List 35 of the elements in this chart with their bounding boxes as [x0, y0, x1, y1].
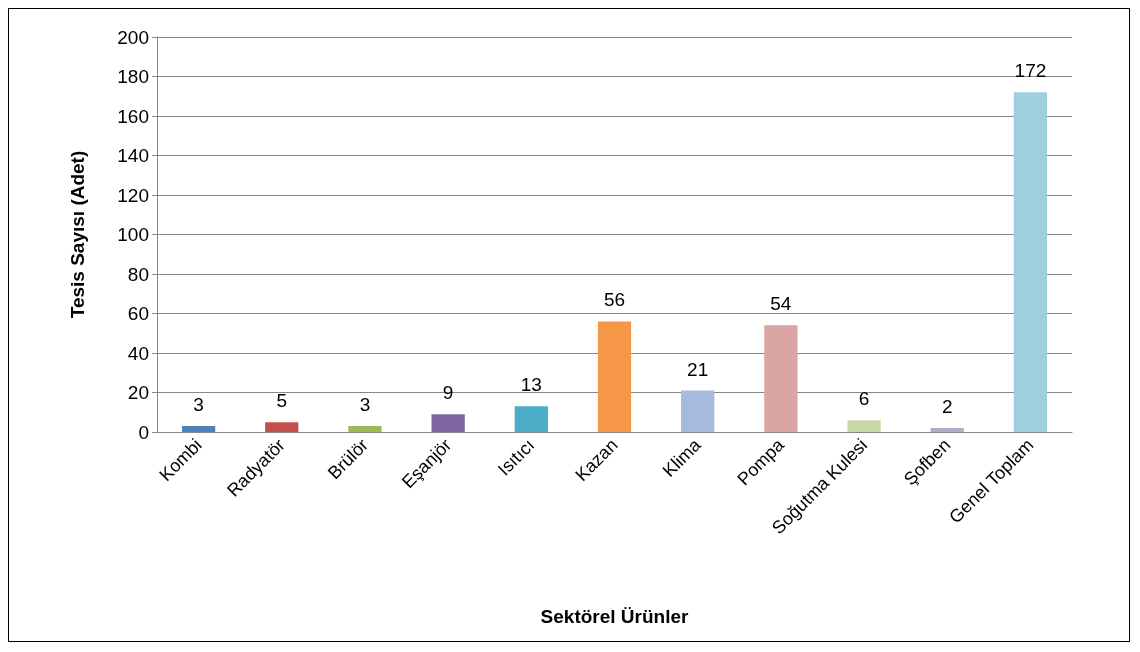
- bar: [348, 426, 382, 432]
- bar: [181, 426, 216, 432]
- bar: [681, 390, 715, 432]
- y-axis-title: Tesis Sayısı (Adet): [67, 150, 88, 319]
- data-label: 172: [1014, 60, 1047, 82]
- y-tick-label: 60: [127, 303, 149, 324]
- data-label: 21: [687, 358, 709, 380]
- data-label: 6: [858, 388, 870, 410]
- bar: [1013, 92, 1048, 432]
- data-label: 2: [941, 396, 953, 418]
- y-tick-label: 40: [127, 342, 149, 364]
- bar: [514, 406, 548, 432]
- data-label: 9: [442, 382, 454, 404]
- y-tick-label: 160: [117, 105, 149, 127]
- data-label: 5: [276, 390, 288, 412]
- y-tick-label: 20: [127, 382, 149, 403]
- y-tick-label: 140: [117, 145, 149, 166]
- data-label: 13: [520, 374, 542, 396]
- y-tick-label: 0: [138, 421, 149, 443]
- y-tick-label: 80: [127, 263, 149, 285]
- bar: [847, 420, 881, 432]
- y-tick-label: 120: [117, 184, 149, 206]
- x-axis-title: Sektörel Ürünler: [540, 606, 690, 627]
- bar: [265, 422, 299, 432]
- bar: [597, 321, 632, 432]
- bar: [764, 325, 798, 432]
- y-tick-label: 100: [117, 224, 149, 245]
- bar: [930, 428, 964, 432]
- data-label: 56: [603, 289, 626, 311]
- data-label: 3: [193, 394, 204, 416]
- data-label: 54: [770, 293, 792, 315]
- y-tick-label: 200: [117, 26, 149, 48]
- y-tick-label: 180: [117, 66, 149, 87]
- data-label: 3: [359, 394, 371, 416]
- bar: [431, 414, 465, 432]
